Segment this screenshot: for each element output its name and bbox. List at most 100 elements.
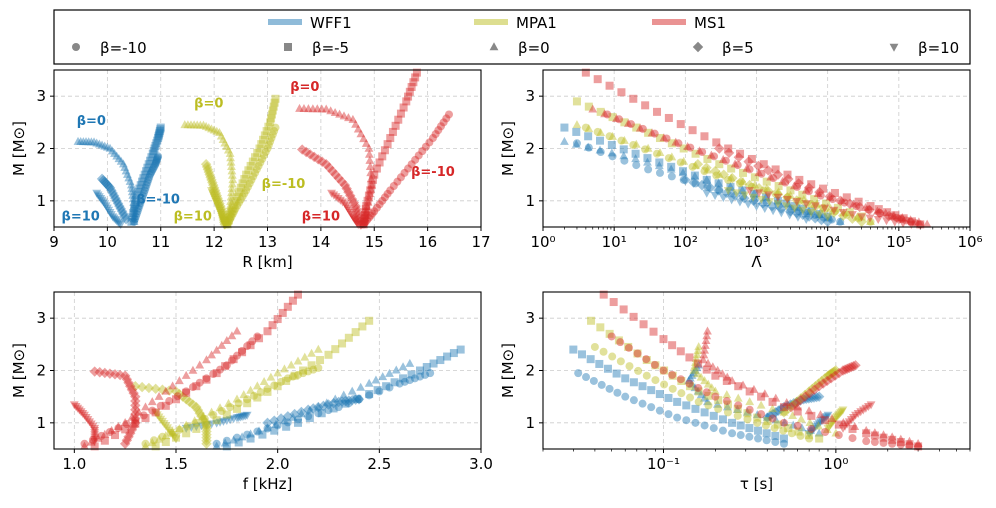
data-point xyxy=(844,362,855,374)
data-point xyxy=(634,366,643,375)
data-point xyxy=(824,369,835,381)
data-point xyxy=(831,428,841,437)
data-point xyxy=(80,441,89,450)
data-point xyxy=(722,390,732,399)
data-point xyxy=(784,424,793,433)
data-point xyxy=(333,172,344,184)
data-point xyxy=(574,369,583,378)
data-point xyxy=(294,418,302,427)
data-point xyxy=(136,381,148,393)
x-tick-label: 10⁰ xyxy=(530,233,555,251)
data-point xyxy=(820,414,830,423)
data-point xyxy=(804,431,813,440)
data-point xyxy=(156,123,165,132)
data-point xyxy=(828,417,838,426)
data-point xyxy=(354,216,366,227)
data-point xyxy=(811,391,822,403)
legend-label-mpa1: MPA1 xyxy=(516,14,557,32)
data-point xyxy=(90,429,100,438)
data-point xyxy=(215,208,225,217)
data-point xyxy=(713,365,723,374)
data-point xyxy=(152,156,161,165)
data-point xyxy=(861,404,871,413)
data-point xyxy=(762,198,771,207)
data-point xyxy=(791,396,803,408)
series-wff1-beta0 xyxy=(684,360,824,437)
data-point xyxy=(728,418,737,427)
data-point xyxy=(347,394,358,406)
data-point xyxy=(762,165,774,176)
series-ms1-beta5 xyxy=(714,143,905,225)
data-point xyxy=(782,400,793,412)
legend-marker-label-triangle-down: β=10 xyxy=(918,39,959,57)
data-point xyxy=(685,373,695,382)
data-point xyxy=(202,355,211,364)
data-point xyxy=(224,207,234,216)
data-point xyxy=(149,147,158,156)
data-point xyxy=(225,204,235,213)
data-point xyxy=(137,196,146,205)
data-point xyxy=(638,382,647,391)
series-wff1-beta-5 xyxy=(127,123,165,226)
data-point xyxy=(268,106,277,115)
data-point xyxy=(336,396,348,407)
data-point xyxy=(873,206,882,215)
data-point xyxy=(667,162,676,171)
data-point xyxy=(142,181,151,190)
data-point xyxy=(633,349,642,358)
data-point xyxy=(813,381,825,392)
grid xyxy=(53,70,482,227)
data-point xyxy=(150,161,159,170)
series-wff1-beta5 xyxy=(96,173,132,225)
data-point xyxy=(346,193,358,205)
series-wff1-beta-5 xyxy=(569,345,788,443)
series-ms1-beta5 xyxy=(89,366,141,449)
data-point xyxy=(227,208,236,217)
data-point xyxy=(365,162,375,171)
data-point xyxy=(837,407,847,416)
data-point xyxy=(788,411,798,420)
data-point xyxy=(271,419,281,428)
data-point xyxy=(813,421,822,430)
data-point xyxy=(763,186,774,197)
data-point xyxy=(109,214,119,223)
data-point xyxy=(269,415,280,426)
data-point xyxy=(603,110,612,119)
data-point xyxy=(128,421,139,432)
data-point xyxy=(753,413,762,422)
data-point xyxy=(69,401,79,410)
data-point xyxy=(801,215,811,224)
series-ms1-beta0 xyxy=(80,326,242,450)
data-point xyxy=(255,144,264,153)
series-mpa1-beta-5 xyxy=(572,97,866,221)
data-point xyxy=(100,141,110,150)
data-point xyxy=(787,429,796,438)
data-point xyxy=(231,196,240,205)
legend-marker-label-circle: β=-10 xyxy=(100,39,147,57)
data-point xyxy=(841,363,853,374)
data-point xyxy=(584,132,593,141)
data-point xyxy=(782,403,794,415)
data-point xyxy=(367,181,376,190)
data-point xyxy=(692,363,702,372)
data-point xyxy=(365,390,374,399)
data-point xyxy=(353,221,363,230)
data-point xyxy=(798,190,807,199)
data-point xyxy=(771,431,780,440)
data-point xyxy=(896,434,906,443)
data-point xyxy=(685,353,694,362)
data-point xyxy=(700,132,709,141)
data-point xyxy=(100,178,112,189)
data-point xyxy=(321,159,332,170)
data-point xyxy=(242,411,252,420)
data-point xyxy=(811,423,821,432)
data-point xyxy=(830,365,842,376)
data-point xyxy=(161,422,171,431)
data-point xyxy=(883,208,892,217)
data-point xyxy=(304,412,313,421)
data-point xyxy=(359,217,369,226)
data-point xyxy=(321,104,331,113)
data-point xyxy=(130,215,139,224)
